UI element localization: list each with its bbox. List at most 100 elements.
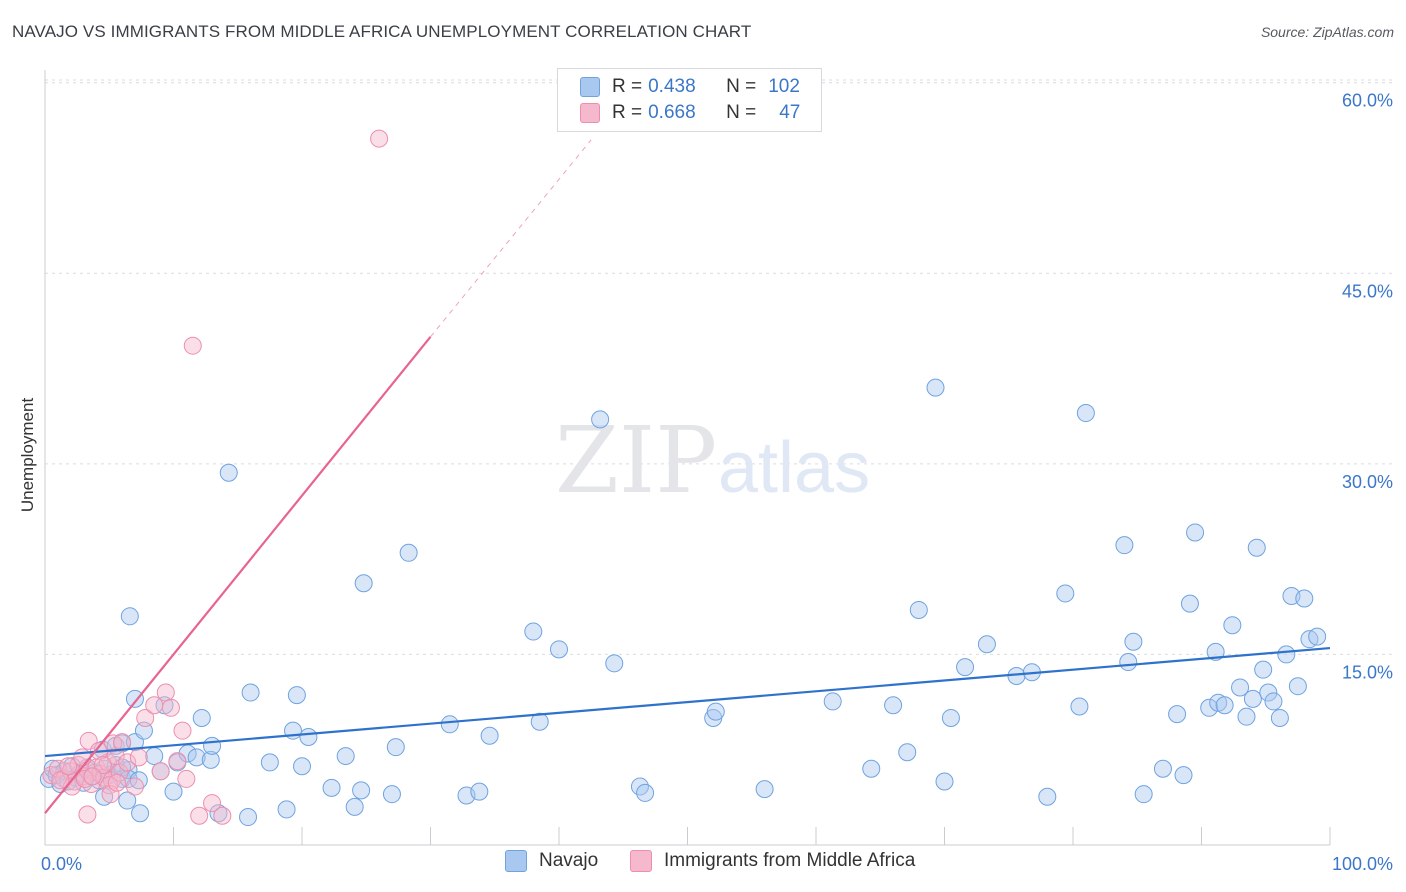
navajo-point <box>941 708 960 727</box>
navajo-point <box>1168 705 1187 724</box>
navajo-point <box>203 736 222 755</box>
legend-label-navajo: Navajo <box>539 850 599 871</box>
navajo-point <box>524 622 543 641</box>
navajo-point <box>1038 787 1057 806</box>
legend-swatch-navajo <box>505 850 527 872</box>
middle-africa-point <box>183 336 202 355</box>
navajo-point <box>440 715 459 734</box>
y-tick-label: 30.0% <box>1342 472 1393 492</box>
legend-r-value: 0.438 <box>648 76 696 97</box>
legend-r-label: R = <box>612 76 643 97</box>
legend-n-label: N = <box>726 76 757 97</box>
navajo-point <box>1231 678 1250 697</box>
middle-africa-point <box>118 753 137 772</box>
navajo-point <box>1247 538 1266 557</box>
legend-n-label: N = <box>726 102 757 123</box>
navajo-point <box>605 654 624 673</box>
navajo-point <box>354 574 373 593</box>
middle-africa-point <box>101 785 120 804</box>
navajo-point <box>1124 632 1143 651</box>
navajo-point <box>591 410 610 429</box>
navajo-point <box>345 797 364 816</box>
navajo-point <box>1200 698 1219 717</box>
navajo-point <box>322 778 341 797</box>
legend-swatch-middle-africa <box>580 103 600 123</box>
navajo-point <box>530 712 549 731</box>
middle-africa-point <box>136 708 155 727</box>
middle-africa-point <box>203 794 222 813</box>
navajo-trend-line <box>44 646 1331 758</box>
navajo-point <box>260 753 279 772</box>
series-legend: Navajo Immigrants from Middle Africa <box>0 850 1406 878</box>
chart-title: NAVAJO VS IMMIGRANTS FROM MIDDLE AFRICA … <box>12 22 752 41</box>
legend-row-middle-africa: R = 0.668 N = 47 <box>580 100 800 126</box>
navajo-point <box>1174 766 1193 785</box>
middle-africa-point <box>370 129 389 148</box>
y-tick-label: 45.0% <box>1342 281 1393 301</box>
x-tick-labels: 0.0% 100.0% <box>41 854 1393 874</box>
middle-africa-point <box>177 769 196 788</box>
legend-item-middle-africa[interactable]: Immigrants from Middle Africa <box>630 850 915 872</box>
navajo-point <box>1264 692 1283 711</box>
watermark-zip: ZIP <box>555 407 717 514</box>
legend-r-value: 0.668 <box>648 102 696 123</box>
middle-africa-point <box>173 721 192 740</box>
legend-r-label: R = <box>612 102 643 123</box>
y-tick-label: 60.0% <box>1342 91 1393 111</box>
middle-africa-point <box>102 771 121 790</box>
x-tick-label: 0.0% <box>41 854 82 874</box>
navajo-point <box>1254 660 1273 679</box>
navajo-point <box>239 808 258 827</box>
navajo-point <box>977 635 996 654</box>
navajo-point <box>1277 645 1296 664</box>
navajo-point <box>470 782 489 801</box>
navajo-point <box>352 781 371 800</box>
navajo-point <box>823 692 842 711</box>
middle-africa-point <box>156 683 175 702</box>
navajo-point <box>219 463 238 482</box>
navajo-point <box>706 702 725 721</box>
legend-swatch-navajo <box>580 77 600 97</box>
navajo-point <box>131 804 150 823</box>
navajo-point <box>1153 759 1172 778</box>
navajo-point <box>287 686 306 705</box>
navajo-point <box>1288 677 1307 696</box>
navajo-point <box>120 607 139 626</box>
navajo-point <box>164 782 183 801</box>
navajo-point <box>1076 404 1095 423</box>
navajo-point <box>277 800 296 819</box>
middle-africa-point <box>161 698 180 717</box>
navajo-point <box>201 750 220 769</box>
navajo-point <box>192 708 211 727</box>
middle-africa-point <box>59 757 78 776</box>
middle-africa-point <box>83 767 102 786</box>
watermark-atlas: atlas <box>718 428 870 508</box>
navajo-point <box>187 748 206 767</box>
middle-africa-point <box>51 771 70 790</box>
y-tick-labels: 15.0% 30.0% 45.0% 60.0% <box>1342 91 1393 683</box>
navajo-point <box>956 658 975 677</box>
middle-africa-point <box>110 763 129 782</box>
legend-label-middle-africa: Immigrants from Middle Africa <box>664 850 916 871</box>
navajo-point <box>898 743 917 762</box>
middle-africa-trend-line <box>44 336 432 814</box>
navajo-point <box>1186 523 1205 542</box>
navajo-point <box>862 759 881 778</box>
legend-item-navajo[interactable]: Navajo <box>505 850 598 872</box>
navajo-point <box>1180 594 1199 613</box>
navajo-point <box>241 683 260 702</box>
legend-swatch-middle-africa <box>630 850 652 872</box>
navajo-point <box>118 791 137 810</box>
middle-africa-point <box>129 748 148 767</box>
axes <box>44 70 1331 846</box>
legend-n-value: 102 <box>768 76 800 97</box>
middle-africa-point <box>213 806 232 825</box>
middle-africa-point <box>93 755 112 774</box>
middle-africa-point <box>107 773 126 792</box>
navajo-point <box>1056 584 1075 603</box>
navajo-point <box>299 728 318 747</box>
navajo-point <box>926 378 945 397</box>
y-axis-label: Unemployment <box>18 398 37 513</box>
navajo-point <box>1308 627 1327 646</box>
